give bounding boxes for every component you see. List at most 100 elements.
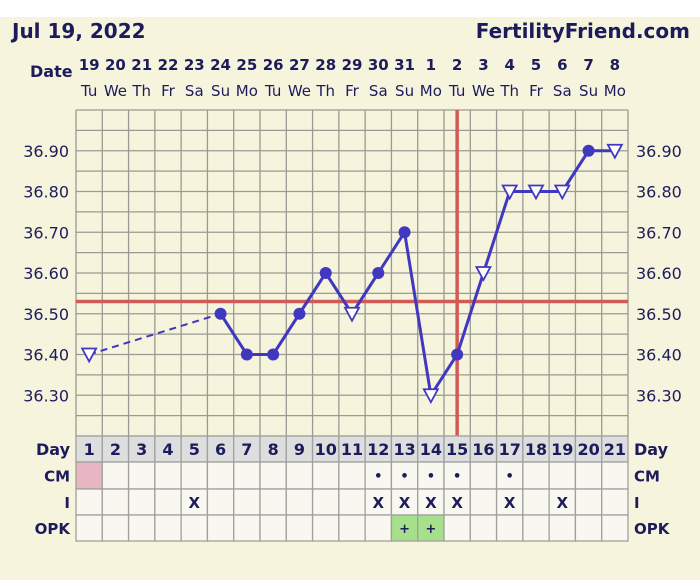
temperature-series bbox=[80, 143, 624, 405]
intercourse-mark: X bbox=[504, 494, 516, 512]
day-number: 8 bbox=[268, 440, 279, 459]
y-tick-label: 36.90 bbox=[636, 142, 682, 161]
cell-cm bbox=[601, 461, 629, 490]
cell-cm bbox=[390, 461, 419, 490]
cell-opk bbox=[180, 514, 209, 542]
cell-day bbox=[522, 435, 550, 463]
weekday-label: Th bbox=[315, 82, 335, 100]
date-label: 22 bbox=[158, 56, 179, 74]
date-label: 24 bbox=[210, 56, 231, 74]
data-point-triangle bbox=[422, 388, 440, 405]
data-point-triangle bbox=[343, 306, 361, 323]
data-point-circle bbox=[451, 348, 464, 361]
opk-mark: + bbox=[399, 522, 410, 537]
cell-cm bbox=[154, 461, 182, 490]
cell-opk bbox=[127, 514, 156, 542]
intercourse-mark: X bbox=[399, 494, 411, 512]
cell-day bbox=[417, 435, 445, 463]
cell-cm bbox=[259, 461, 287, 490]
cell-intercourse bbox=[101, 488, 130, 516]
weekday-label: We bbox=[472, 82, 495, 100]
y-tick-label: 36.30 bbox=[23, 386, 69, 405]
data-point-circle bbox=[214, 307, 227, 320]
cell-opk bbox=[548, 514, 577, 542]
cell-intercourse bbox=[417, 488, 445, 516]
cell-cm bbox=[285, 461, 314, 490]
date-label: 27 bbox=[289, 56, 310, 74]
cell-opk bbox=[522, 514, 550, 542]
cell-intercourse bbox=[574, 488, 603, 516]
data-point-circle bbox=[398, 226, 411, 239]
y-tick-label: 36.30 bbox=[636, 386, 682, 405]
data-point-triangle bbox=[553, 184, 571, 201]
cell-intercourse bbox=[233, 488, 261, 516]
weekday-label: Su bbox=[211, 82, 230, 100]
day-number: 13 bbox=[393, 440, 415, 459]
date-label: 1 bbox=[426, 56, 436, 74]
series-segment bbox=[455, 272, 485, 355]
day-number: 14 bbox=[420, 440, 442, 459]
weekday-label: Mo bbox=[236, 82, 258, 100]
chart-date: Jul 19, 2022 bbox=[10, 19, 146, 43]
cell-cm bbox=[495, 461, 524, 490]
weekday-label: Su bbox=[395, 82, 414, 100]
series-segment bbox=[298, 272, 327, 315]
cell-cm bbox=[127, 461, 156, 490]
data-point-circle bbox=[293, 307, 306, 320]
day-number: 1 bbox=[84, 440, 95, 459]
row-label-opk: OPK bbox=[35, 520, 72, 538]
cell-intercourse bbox=[469, 488, 498, 516]
cell-day bbox=[548, 435, 577, 463]
date-label: 7 bbox=[583, 56, 593, 74]
y-axis-left: 36.90 36.80 36.70 36.60 36.50 36.40 36.30 bbox=[23, 142, 69, 406]
weekday-label: Mo bbox=[604, 82, 626, 100]
date-label: 29 bbox=[342, 56, 363, 74]
cell-opk bbox=[311, 514, 340, 542]
series-segment bbox=[88, 312, 221, 356]
y-tick-label: 36.70 bbox=[23, 223, 69, 242]
date-label: 25 bbox=[236, 56, 257, 74]
day-number: 12 bbox=[367, 440, 389, 459]
day-number: 16 bbox=[472, 440, 494, 459]
intercourse-mark: X bbox=[188, 494, 200, 512]
cell-opk bbox=[154, 514, 182, 542]
day-number: 21 bbox=[604, 440, 626, 459]
day-number: 2 bbox=[110, 440, 121, 459]
date-label: 31 bbox=[394, 56, 415, 74]
cell-intercourse bbox=[601, 488, 629, 516]
row-label-intercourse: I bbox=[634, 494, 640, 512]
intercourse-mark: X bbox=[556, 494, 568, 512]
date-label: 2 bbox=[452, 56, 462, 74]
cell-day bbox=[259, 435, 287, 463]
cell-opk bbox=[417, 514, 445, 542]
weekday-label: Fr bbox=[161, 82, 176, 100]
date-label: 20 bbox=[105, 56, 126, 74]
weekday-label: Tu bbox=[448, 82, 465, 100]
day-number: 6 bbox=[215, 440, 226, 459]
cell-opk bbox=[495, 514, 524, 542]
cell-day bbox=[101, 435, 130, 463]
weekday-label: Fr bbox=[345, 82, 360, 100]
data-point-triangle bbox=[80, 347, 98, 364]
cell-intercourse bbox=[311, 488, 340, 516]
date-label: Date bbox=[30, 62, 73, 81]
data-point-circle bbox=[267, 348, 280, 361]
cell-intercourse bbox=[285, 488, 314, 516]
date-label: 21 bbox=[131, 56, 152, 74]
data-point-circle bbox=[319, 267, 332, 279]
data-point-triangle bbox=[527, 184, 545, 201]
y-tick-label: 36.80 bbox=[23, 183, 69, 202]
data-point-triangle bbox=[501, 184, 519, 201]
y-tick-label: 36.90 bbox=[23, 142, 69, 161]
weekday-label: Th bbox=[499, 82, 519, 100]
cell-opk bbox=[285, 514, 314, 542]
y-axis-right: 36.90 36.80 36.70 36.60 36.50 36.40 36.30 bbox=[636, 142, 682, 406]
cell-opk bbox=[601, 514, 629, 542]
intercourse-mark: X bbox=[425, 494, 437, 512]
intercourse-mark: X bbox=[451, 494, 463, 512]
cell-intercourse bbox=[206, 488, 235, 516]
y-tick-label: 36.40 bbox=[23, 346, 69, 365]
weekday-label: Tu bbox=[80, 82, 97, 100]
